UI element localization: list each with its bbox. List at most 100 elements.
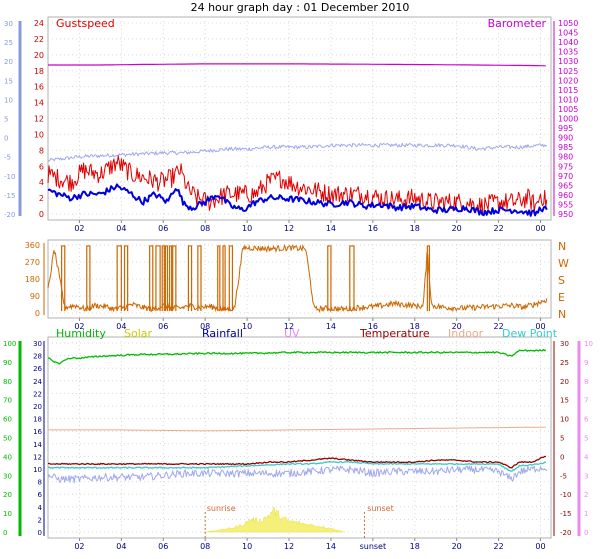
x-tick-label: 20 bbox=[452, 224, 462, 233]
winddir-spike bbox=[217, 245, 221, 312]
humidity-tick-label: 50 bbox=[3, 435, 12, 443]
x-tick-label: 14 bbox=[326, 224, 336, 233]
x-tick-label: 22 bbox=[494, 322, 504, 331]
outer-left-tick-label: -5 bbox=[4, 154, 11, 162]
winddir-spike bbox=[149, 245, 154, 312]
x-tick-label: 22 bbox=[494, 224, 504, 233]
x-tick-label: 20 bbox=[452, 542, 462, 551]
outer-left-tick-label: 0 bbox=[4, 135, 8, 143]
uv-tick-label: 3 bbox=[584, 472, 588, 480]
legend-uv: UV bbox=[284, 327, 300, 340]
right-tick-label: 975 bbox=[558, 162, 573, 171]
left-tick-label: 0 bbox=[39, 210, 44, 219]
uv-tick-label: 1 bbox=[584, 510, 588, 518]
windchill-line bbox=[47, 142, 548, 162]
x-tick-label: 20 bbox=[452, 322, 462, 331]
rainfall-tick-label: 12 bbox=[33, 453, 42, 461]
chart-title: 24 hour graph day : 01 December 2010 bbox=[191, 1, 410, 14]
temperature-tick-label: 10 bbox=[560, 416, 569, 424]
x-tick-label: 16 bbox=[368, 224, 378, 233]
x-tick-label: 04 bbox=[116, 224, 126, 233]
winddir-spike bbox=[164, 245, 169, 312]
winddir-right-tick-label: S bbox=[558, 274, 565, 287]
legend-temperature: Temperature bbox=[359, 327, 430, 340]
winddir-spike bbox=[327, 245, 332, 312]
winddir-spike bbox=[168, 245, 173, 312]
x-tick-label: 12 bbox=[284, 224, 294, 233]
right-tick-label: 1025 bbox=[558, 67, 578, 76]
panel-1-frame bbox=[47, 16, 552, 221]
left-tick-label: 6 bbox=[39, 162, 44, 171]
rainfall-tick-label: 10 bbox=[33, 466, 42, 474]
rainfall-tick-label: 16 bbox=[33, 428, 42, 436]
humidity-tick-label: 80 bbox=[3, 378, 12, 386]
winddir-line bbox=[47, 243, 548, 314]
uv-tick-label: 7 bbox=[584, 397, 588, 405]
solar-area bbox=[205, 506, 344, 533]
outer-left-tick-label: 5 bbox=[4, 116, 8, 124]
indoor-line bbox=[48, 426, 546, 432]
humidity-tick-label: 90 bbox=[3, 359, 12, 367]
x-tick-label: 06 bbox=[158, 542, 168, 551]
temperature-tick-label: 25 bbox=[560, 359, 569, 367]
winddir-spike bbox=[123, 245, 129, 312]
uv-tick-label: 4 bbox=[584, 453, 589, 461]
right-tick-label: 985 bbox=[558, 143, 573, 152]
uv-tick-label: 0 bbox=[584, 529, 588, 537]
rainfall-tick-label: 14 bbox=[33, 441, 42, 449]
winddir-right-tick-label: N bbox=[558, 240, 566, 253]
legend-dew-point: Dew Point bbox=[502, 327, 558, 340]
humidity-tick-label: 0 bbox=[3, 529, 7, 537]
rainfall-tick-label: 8 bbox=[38, 479, 42, 487]
x-tick-label: 22 bbox=[494, 542, 504, 551]
rainfall-tick-label: 24 bbox=[33, 378, 42, 386]
winddir-right-tick-label: W bbox=[558, 257, 569, 270]
outer-left-tick-label: -15 bbox=[4, 192, 15, 200]
right-tick-label: 1005 bbox=[558, 105, 578, 114]
temperature-tick-label: -15 bbox=[560, 510, 571, 518]
legend-indoor: Indoor bbox=[448, 327, 484, 340]
humidity-tick-label: 60 bbox=[3, 416, 12, 424]
right-tick-label: 1040 bbox=[558, 38, 578, 47]
dewpoint-line bbox=[47, 460, 547, 472]
winddir-spike bbox=[228, 245, 234, 312]
winddir-left-tick-label: 360 bbox=[25, 241, 40, 250]
x-tick-label: 12 bbox=[284, 322, 294, 331]
temperature-tick-label: -20 bbox=[560, 529, 571, 537]
uv-tick-label: 2 bbox=[584, 491, 588, 499]
sunrise-label: sunrise bbox=[207, 504, 236, 513]
windchill-line bbox=[47, 465, 548, 484]
temperature-line bbox=[48, 455, 547, 469]
humidity-tick-label: 100 bbox=[3, 340, 16, 348]
uv-tick-label: 5 bbox=[584, 435, 588, 443]
right-tick-label: 955 bbox=[558, 200, 573, 209]
right-tick-label: 1045 bbox=[558, 29, 578, 38]
x-tick-label: 00 bbox=[535, 224, 545, 233]
x-tick-label: 08 bbox=[200, 542, 210, 551]
right-tick-label: 1035 bbox=[558, 48, 578, 57]
rainfall-tick-label: 26 bbox=[33, 365, 42, 373]
x-tick-label: 18 bbox=[410, 542, 420, 551]
winddir-spike bbox=[187, 245, 193, 312]
right-tick-label: 995 bbox=[558, 124, 573, 133]
x-tick-label: 00 bbox=[535, 542, 545, 551]
barometer-line bbox=[48, 63, 546, 67]
right-tick-label: 950 bbox=[558, 210, 573, 219]
humidity-tick-label: 70 bbox=[3, 397, 12, 405]
left-tick-label: 16 bbox=[34, 83, 44, 92]
left-tick-label: 24 bbox=[34, 19, 44, 28]
uv-tick-label: 8 bbox=[584, 378, 588, 386]
outer-left-tick-label: 30 bbox=[4, 20, 13, 28]
x-tick-label: 14 bbox=[326, 322, 336, 331]
left-tick-label: 22 bbox=[34, 35, 44, 44]
winddir-spike bbox=[61, 245, 66, 312]
winddir-right-tick-label: N bbox=[558, 308, 566, 321]
left-tick-label: 8 bbox=[39, 146, 44, 155]
temperature-tick-label: -5 bbox=[560, 472, 567, 480]
x-tick-label: 10 bbox=[242, 322, 252, 331]
right-tick-label: 970 bbox=[558, 172, 573, 181]
rainfall-tick-label: 2 bbox=[38, 516, 42, 524]
winddir-left-tick-label: 90 bbox=[30, 292, 40, 301]
